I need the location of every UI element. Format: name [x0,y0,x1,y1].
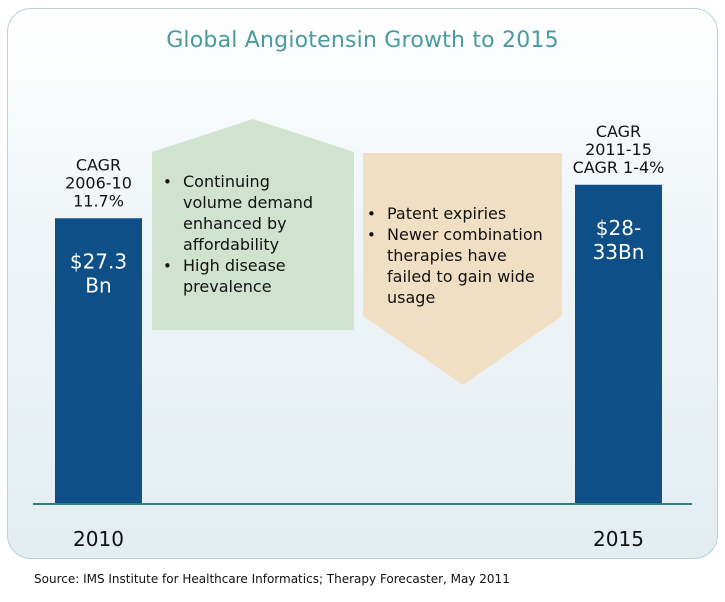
bar-2015 [575,184,662,504]
source-note: Source: IMS Institute for Healthcare Inf… [34,572,510,586]
year-label: 2015 [593,527,644,551]
year-label: 2010 [73,527,124,551]
drivers-bullet: • [163,173,172,191]
bar-value-label: 33Bn [593,240,645,264]
constraints-text: usage [387,288,435,307]
cagr-label: 2011-15 [585,140,652,159]
chart-title: Global Angiotensin Growth to 2015 [166,28,559,53]
constraints-bullet: • [367,226,376,244]
drivers-arrow [152,119,354,330]
bar-value-label: $28- [596,216,641,240]
constraints-text: Patent expiries [387,204,506,223]
constraints-bullet: • [367,205,376,223]
constraints-arrow [363,153,562,385]
cagr-label: CAGR [76,155,121,174]
drivers-text: prevalence [183,277,272,296]
drivers-bullet: • [163,257,172,275]
constraints-text: failed to gain wide [387,267,535,286]
bar-2010 [55,218,142,504]
drivers-text: High disease [183,256,286,275]
drivers-text: affordability [183,235,279,254]
bar-value-label: Bn [85,273,111,297]
drivers-text: enhanced by [183,214,287,233]
cagr-label: CAGR 1-4% [573,158,665,177]
drivers-text: Continuing [183,172,270,191]
cagr-label: 2006-10 [65,173,132,192]
drivers-text: volume demand [183,193,313,212]
cagr-label: CAGR [596,122,641,141]
cagr-label: 11.7% [73,191,124,210]
bar-value-label: $27.3 [70,249,127,273]
constraints-text: Newer combination [387,225,543,244]
constraints-text: therapies have [387,246,507,265]
